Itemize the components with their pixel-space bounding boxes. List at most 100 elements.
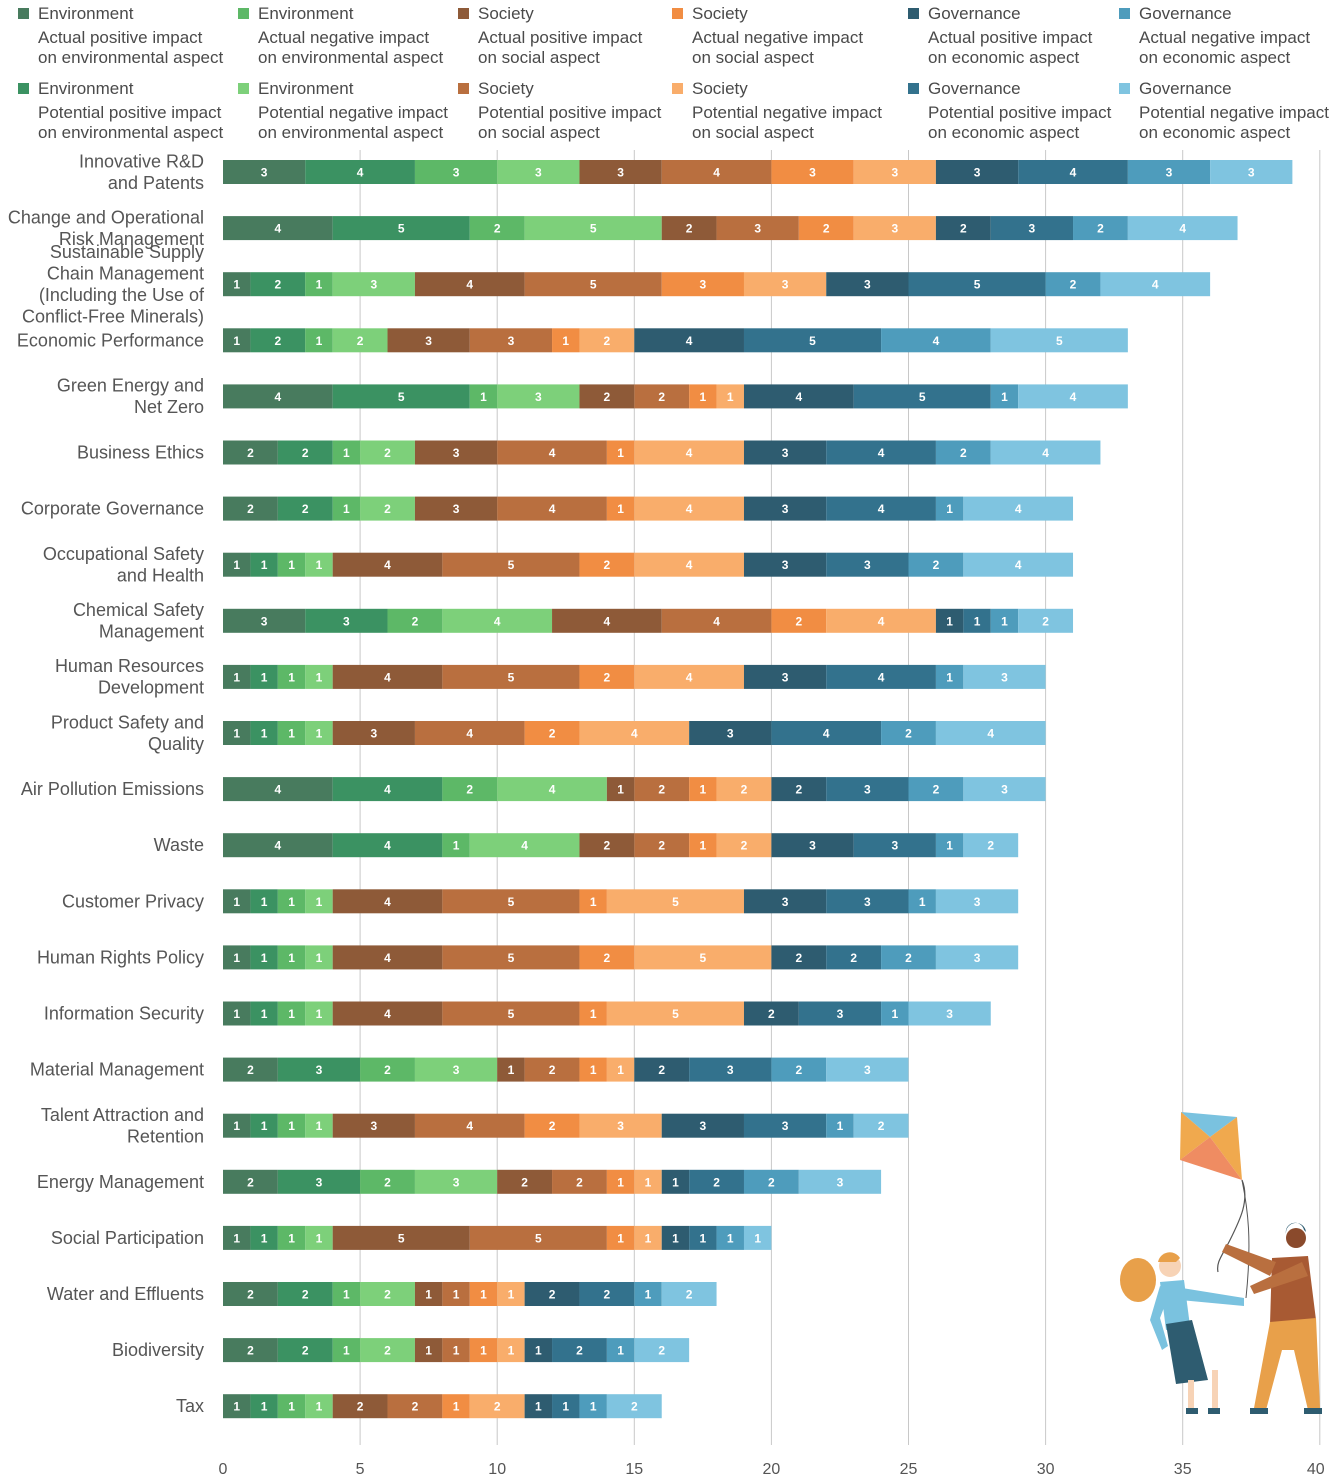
legend-description-line: on social aspect [692, 123, 814, 142]
bar-segment-value: 3 [782, 446, 789, 460]
bar-segment-value: 1 [316, 670, 323, 684]
bar-segment [881, 945, 936, 970]
bar-segment [935, 160, 1019, 184]
bar-segment-value: 4 [384, 783, 391, 797]
bar-segment-value: 2 [384, 1344, 391, 1358]
bar-segment [908, 552, 964, 577]
bar-segment-value: 1 [288, 1119, 295, 1133]
bar-segment-value: 3 [782, 895, 789, 909]
bar-segment-value: 3 [453, 446, 460, 460]
bar-segment-value: 1 [837, 1119, 844, 1133]
bar-segment [497, 1282, 525, 1306]
bar-segment-value: 1 [316, 334, 323, 348]
bar-segment-value: 1 [316, 1400, 323, 1414]
bar-segment-value: 4 [631, 727, 638, 741]
bar-segment-value: 1 [288, 1007, 295, 1021]
bar-segment-value: 4 [878, 446, 885, 460]
category-label: Innovative R&D and Patents [79, 151, 204, 193]
bar-segment-value: 1 [700, 839, 707, 853]
bar-segment [743, 496, 827, 521]
bar-segment-value: 3 [864, 895, 871, 909]
bar-segment-value: 3 [891, 166, 898, 180]
bar-segment [414, 440, 498, 465]
bar-segment [963, 552, 1074, 577]
legend-description-line: on economic aspect [928, 123, 1080, 142]
bar-segment [305, 664, 333, 689]
bar-segment [634, 1338, 690, 1363]
bar-segment-value: 3 [891, 222, 898, 236]
bar-segment [277, 889, 306, 914]
bar-segment [743, 1113, 827, 1138]
bar-segment [881, 1001, 909, 1026]
bar-segment-value: 2 [713, 1175, 720, 1189]
bar-segment-value: 3 [508, 334, 515, 348]
bar-segment-value: 2 [357, 334, 364, 348]
bar-segment-value: 5 [398, 390, 405, 404]
bar-segment [524, 1057, 580, 1082]
bar-segment [606, 1169, 635, 1194]
bar-segment-value: 1 [480, 1344, 487, 1358]
legend-group-label: Society [692, 4, 748, 23]
category-label: Waste [154, 835, 204, 855]
category-label-line: Quality [148, 734, 204, 754]
category-label-line: Risk Management [59, 229, 204, 249]
bar-segment-value: 3 [1001, 670, 1008, 684]
bar-segment-value: 4 [686, 446, 693, 460]
x-tick-label: 25 [900, 1461, 918, 1478]
bar-segment [634, 1057, 690, 1082]
bar-segment-value: 4 [1015, 558, 1022, 572]
bar-segment [332, 1113, 415, 1138]
bar-segment [524, 1282, 580, 1306]
bar-segment [716, 216, 799, 241]
bar-segment [497, 496, 607, 521]
bar-segment-value: 1 [233, 895, 240, 909]
bar-segment-value: 3 [891, 839, 898, 853]
bar-segment-value: 2 [987, 839, 994, 853]
chart-legend: Environment Actual positive impact on envi… [0, 0, 1332, 150]
bar-segment [223, 552, 251, 577]
bar-segment-value: 3 [261, 614, 268, 628]
bar-segment [634, 328, 744, 353]
category-label-line: and Patents [108, 173, 204, 193]
bar-segment-value: 3 [343, 614, 350, 628]
bar-segment-value: 4 [987, 727, 994, 741]
bar-segment-value: 1 [233, 670, 240, 684]
bar-segment-value: 1 [233, 1119, 240, 1133]
bar-segment-value: 3 [864, 558, 871, 572]
kite-flyers-illustration [1120, 1112, 1322, 1414]
category-label-line: Social Participation [51, 1228, 204, 1248]
bar-segment [497, 1057, 525, 1082]
bar-segment [360, 1057, 415, 1082]
bar-segment-value: 2 [658, 390, 665, 404]
bar-segment-value: 3 [974, 951, 981, 965]
bar-segment-value: 4 [1070, 166, 1077, 180]
bar-segment [332, 1282, 361, 1306]
bar-segment-value: 2 [494, 1400, 501, 1414]
bar-segment [1127, 216, 1238, 241]
category-label-line: Green Energy and [57, 376, 204, 396]
bar-segment [469, 1225, 607, 1250]
bar-segment-value: 1 [316, 727, 323, 741]
category-label-line: Biodiversity [112, 1340, 204, 1360]
legend-description-line: on social aspect [478, 48, 600, 67]
bar-segment-value: 1 [233, 1400, 240, 1414]
bar-segment [689, 1169, 744, 1194]
bar-segment-value: 4 [384, 670, 391, 684]
bar-segment [250, 945, 278, 970]
legend-swatch [458, 83, 469, 94]
bar-segment-value: 2 [384, 1288, 391, 1302]
bar-segment-value: 4 [384, 895, 391, 909]
bar-segment [305, 552, 333, 577]
bar-segment-value: 4 [1152, 278, 1159, 292]
bar-segment-value: 1 [617, 1344, 624, 1358]
bar-segment-value: 5 [535, 1231, 542, 1245]
bar-segment [552, 328, 580, 353]
legend-description-line: Potential positive impact [38, 103, 222, 122]
bar-segment [826, 777, 909, 802]
bar-segment [826, 945, 882, 970]
bar-segment-value: 2 [933, 783, 940, 797]
legend-description-line: on environmental aspect [38, 48, 224, 67]
category-label: Air Pollution Emissions [21, 779, 204, 799]
legend-swatch [238, 83, 249, 94]
bar-segment-value: 2 [795, 1063, 802, 1077]
